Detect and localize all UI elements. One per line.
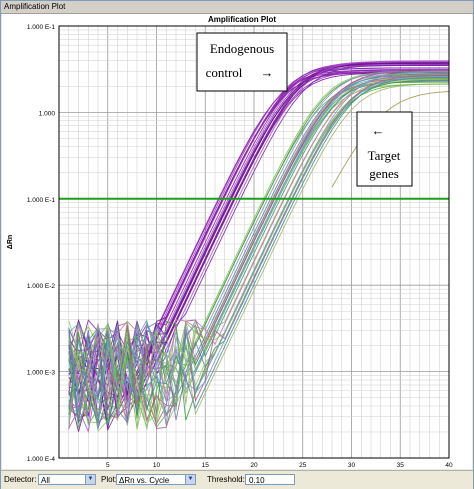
target-annotation-box [356,111,413,187]
amplification-curve[interactable] [68,76,450,430]
y-tick-label: 1.000 E-1 [27,24,56,31]
endogenous-label-line2: control [206,65,243,80]
detector-value: All [41,476,50,485]
x-tick-label: 20 [250,462,258,469]
amplification-curve[interactable] [68,75,450,430]
threshold-input[interactable]: 0.10 [245,474,295,485]
x-tick-label: 25 [299,462,307,469]
plot-toolbar: Detector: All ▼ Plot: ΔRn vs. Cycle ▼ Th… [1,470,473,489]
plot-type-select[interactable]: ΔRn vs. Cycle ▼ [116,474,196,485]
amplification-chart[interactable]: Amplification Plot 1.000 E-1 1.000 1.000 E… [2,14,472,478]
threshold-value: 0.10 [249,476,265,485]
y-tick-label: 1.000 E-3 [27,370,56,377]
x-tick-label: 30 [348,462,356,469]
amplification-curve[interactable] [68,76,450,427]
amplification-curve[interactable] [68,72,450,415]
x-tick-label: 15 [202,462,210,469]
window-title: Amplification Plot [4,2,66,11]
target-label-line2: genes [369,166,399,181]
plot-panel: Amplification Plot 1.000 E-1 1.000 1.000 E… [2,14,472,478]
x-tick-label: 10 [153,462,161,469]
amplification-curve[interactable] [68,74,449,421]
plot-type-label: Plot: [101,475,118,484]
y-tick-label: 1.000 E-2 [27,283,56,290]
detector-label: Detector: [4,475,37,484]
y-tick-label: 1.000 E-1 [27,197,56,204]
y-axis-label: ΔRn [7,235,14,249]
x-tick-label: 40 [445,462,453,469]
y-tick-label: 1.000 [39,110,56,117]
plot-type-value: ΔRn vs. Cycle [119,476,170,485]
y-tick-label: 1.000 E-4 [27,456,56,463]
threshold-label: Threshold: [207,475,245,484]
amplification-curve[interactable] [68,70,450,426]
arrow-right-icon: → [261,65,274,80]
plot-frame [58,25,450,459]
chevron-down-icon[interactable]: ▼ [185,475,195,484]
amplification-curve[interactable] [331,91,450,188]
detector-select[interactable]: All ▼ [38,474,96,485]
chart-title: Amplification Plot [208,15,276,24]
window-titlebar: Amplification Plot [1,1,473,14]
chevron-down-icon[interactable]: ▼ [85,475,95,484]
target-label-line1: Target [368,148,401,163]
amplification-curve[interactable] [68,70,450,424]
endogenous-label-line1: Endogenous [210,41,274,56]
arrow-left-icon: ← [372,123,385,138]
x-tick-label: 35 [397,462,405,469]
endogenous-annotation-box [196,32,288,92]
x-tick-label: 5 [106,462,110,469]
